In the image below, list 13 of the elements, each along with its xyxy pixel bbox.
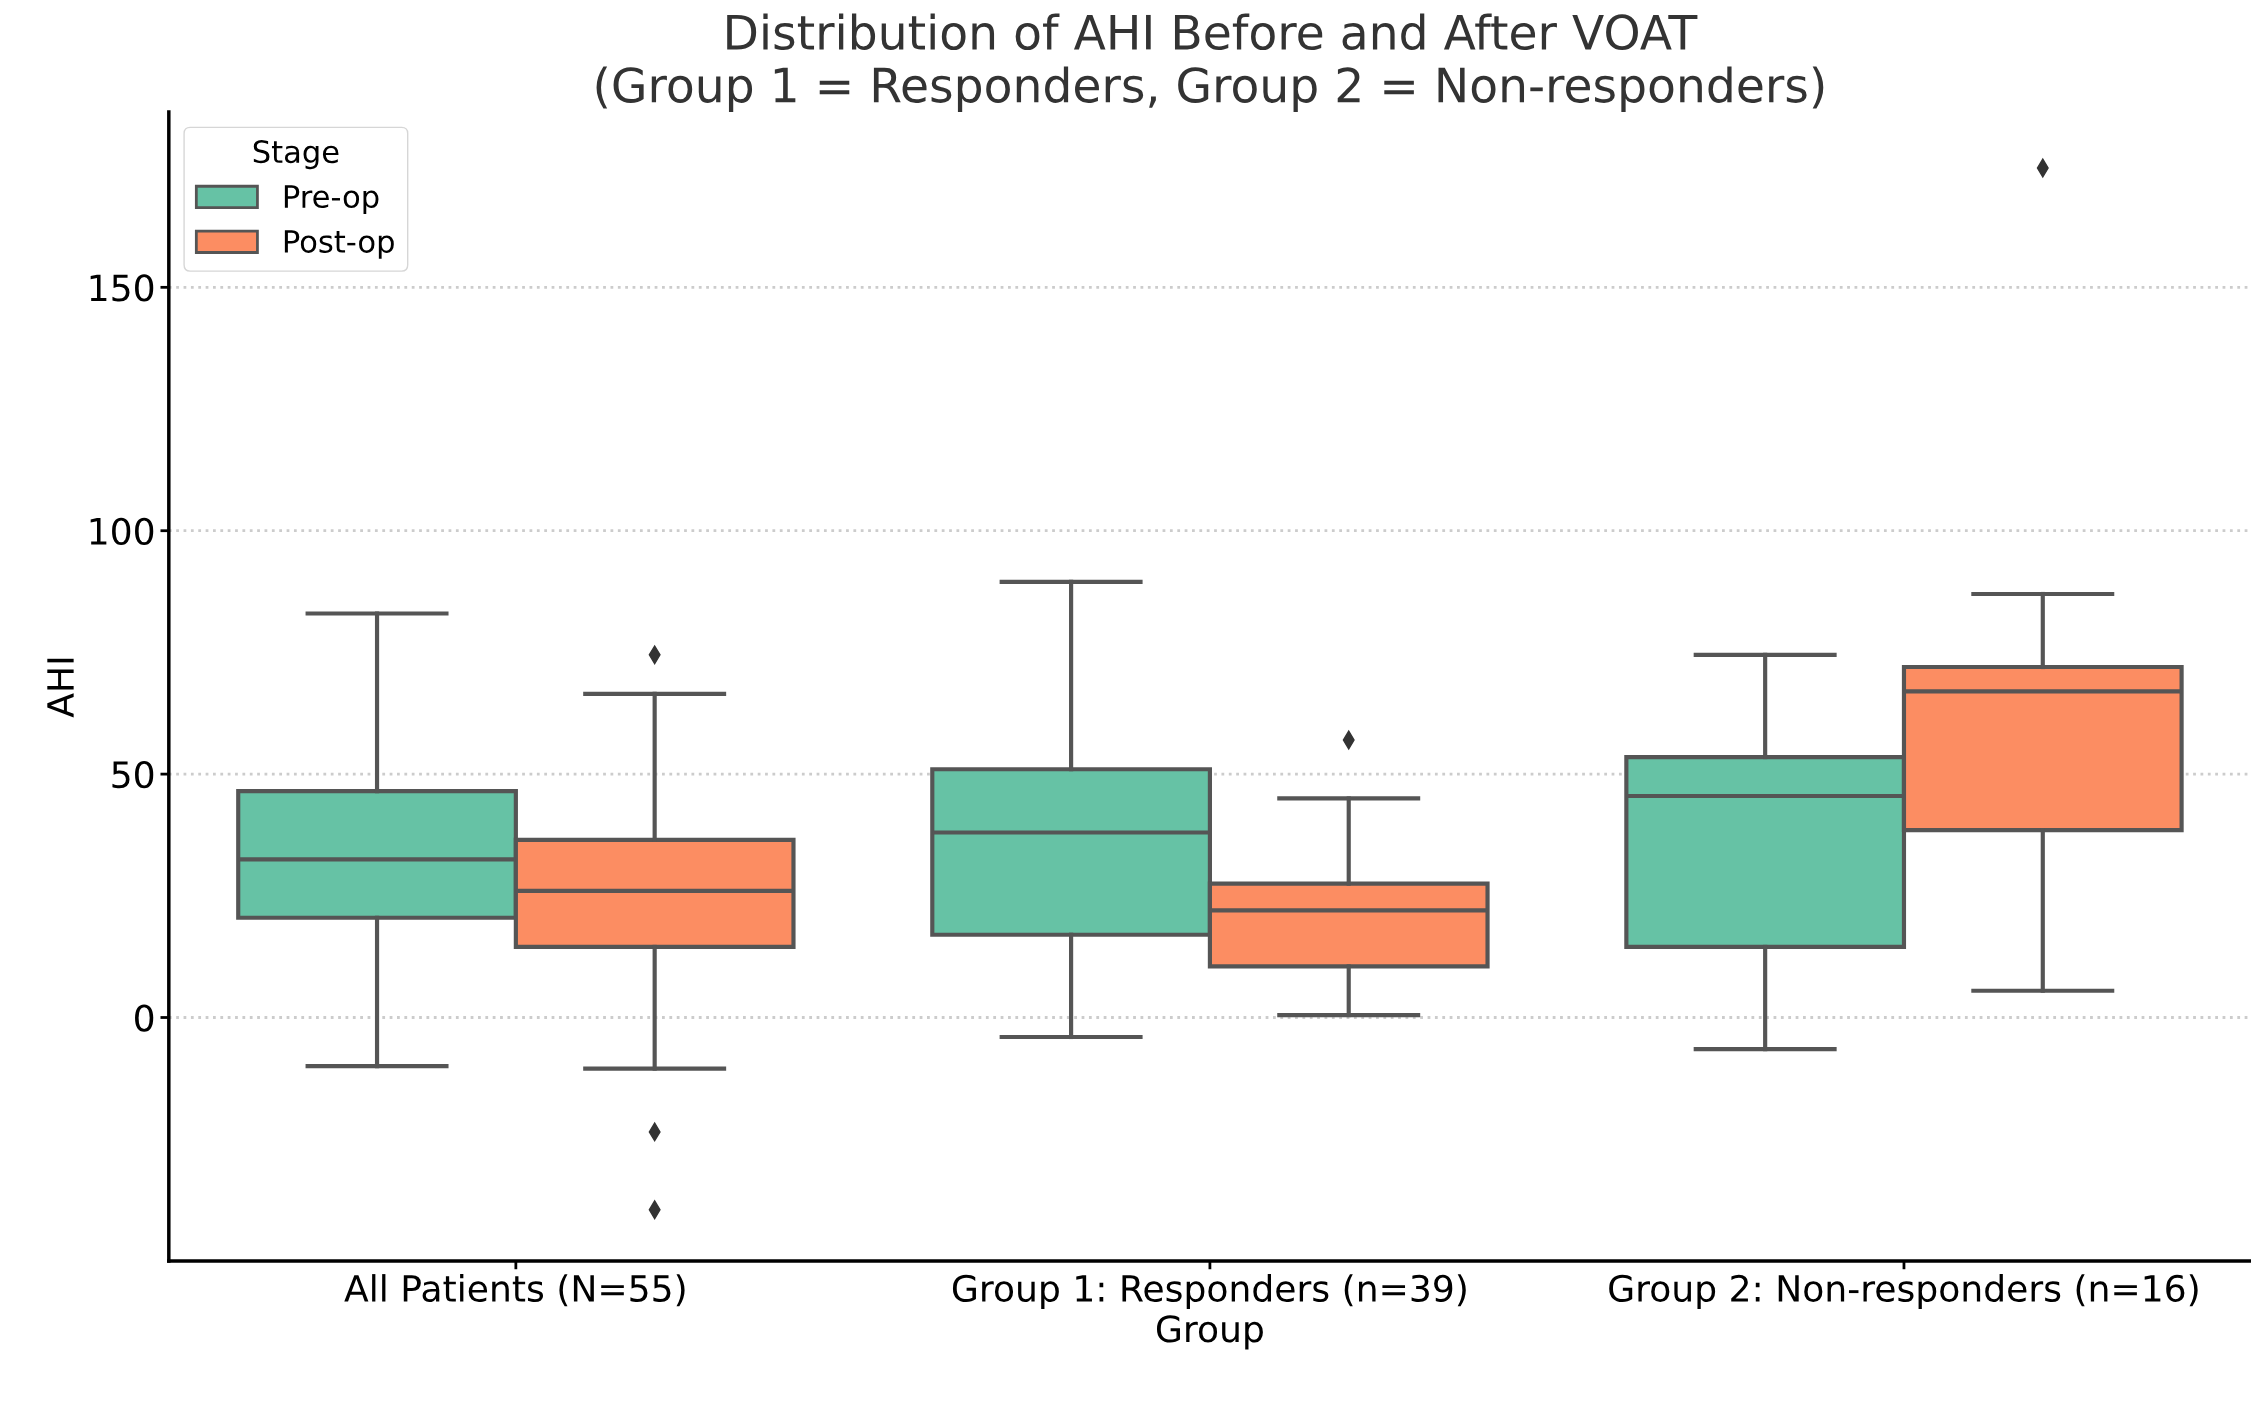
legend-label: Pre-op (284, 185, 379, 214)
x-tick-label: All Patients (N=55) (344, 1274, 685, 1307)
x-axis-title: Group (1156, 1315, 1263, 1350)
x-tick-label: Group 1: Responders (n=39) (952, 1274, 1466, 1310)
legend-label: Post-op (284, 230, 394, 259)
y-tick-label: 0 (135, 1004, 154, 1032)
y-tick-label: 100 (90, 517, 154, 545)
y-tick-label: 150 (90, 274, 154, 302)
y-axis-title: AHI (47, 658, 74, 718)
legend-title: Stage (253, 140, 339, 170)
y-tick-label: 50 (112, 761, 154, 789)
x-tick-label: Group 2: Non-responders (n=16) (1609, 1274, 2198, 1310)
chart-title: Distribution of AHI Before and After VOAT (Group 1 = Responders, Group 2 = Non-responders) (596, 13, 1824, 113)
